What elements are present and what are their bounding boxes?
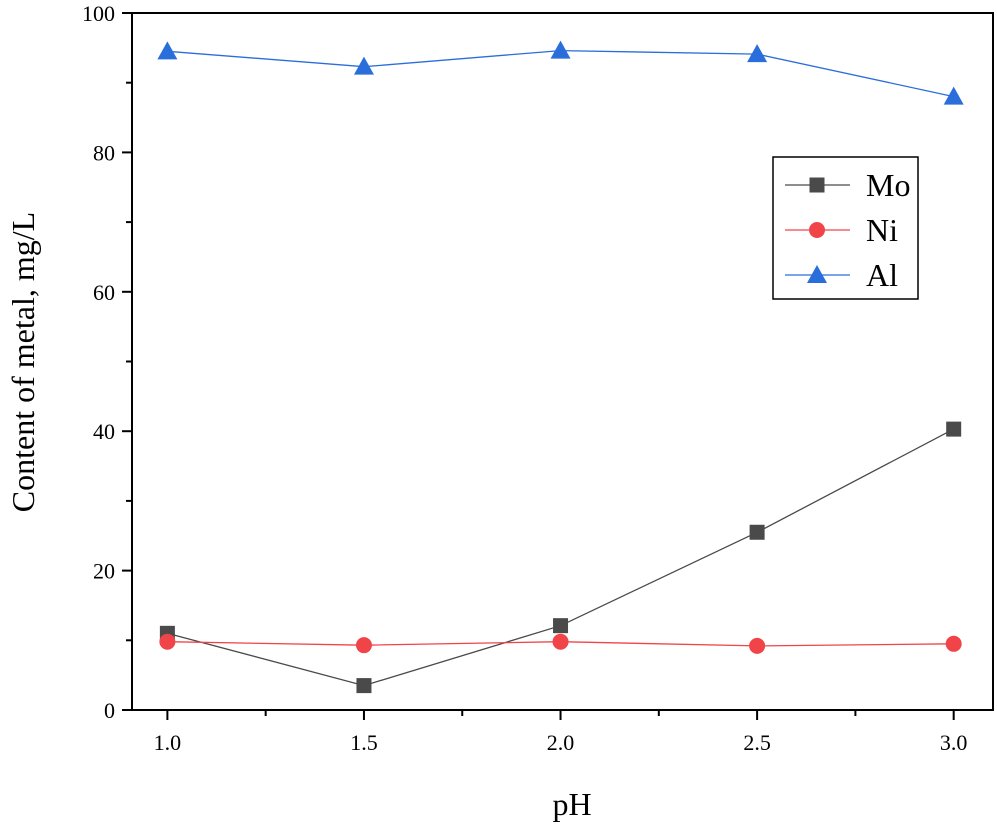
legend-marker-mo xyxy=(809,177,825,193)
x-tick-label-1: 1.5 xyxy=(350,730,378,755)
plot-border xyxy=(131,12,994,711)
point-mo-4 xyxy=(946,421,962,437)
point-mo-3 xyxy=(749,524,765,540)
point-ni-4 xyxy=(945,635,962,652)
point-ni-1 xyxy=(355,637,372,654)
point-al-3 xyxy=(747,44,768,63)
legend-label-al: Al xyxy=(866,257,898,293)
legend-label-ni: Ni xyxy=(866,212,898,248)
x-axis: 1.0 1.5 2.0 2.5 3.0 xyxy=(154,710,968,755)
legend-marker-ni xyxy=(809,222,825,238)
point-ni-0 xyxy=(159,633,176,650)
point-mo-1 xyxy=(356,678,372,694)
x-tick-label-4: 3.0 xyxy=(940,730,968,755)
series-mo xyxy=(159,421,962,694)
x-tick-label-2: 2.0 xyxy=(547,730,575,755)
y-tick-label-5: 100 xyxy=(82,1,115,26)
plot-frame xyxy=(131,12,994,711)
point-ni-2 xyxy=(552,633,569,650)
x-axis-title: pH xyxy=(552,786,591,822)
point-al-0 xyxy=(157,41,178,60)
point-ni-3 xyxy=(749,637,766,654)
x-tick-label-0: 1.0 xyxy=(154,730,182,755)
y-tick-label-4: 80 xyxy=(93,140,115,165)
series-al xyxy=(157,40,964,105)
point-mo-2 xyxy=(553,618,569,634)
point-al-2 xyxy=(550,40,571,59)
legend-label-mo: Mo xyxy=(866,167,910,203)
point-al-1 xyxy=(353,56,374,75)
y-tick-label-2: 40 xyxy=(93,419,115,444)
legend: Mo Ni Al xyxy=(772,156,919,300)
point-al-4 xyxy=(943,86,964,105)
y-axis-title: Content of metal, mg/L xyxy=(5,212,41,512)
series-layer xyxy=(157,40,964,694)
y-tick-label-0: 0 xyxy=(104,698,115,723)
y-axis: 0 20 40 60 80 100 xyxy=(82,1,132,723)
x-tick-label-3: 2.5 xyxy=(743,730,771,755)
y-tick-label-3: 60 xyxy=(93,280,115,305)
series-ni xyxy=(159,633,962,654)
legend-marker-al xyxy=(807,265,827,283)
y-tick-label-1: 20 xyxy=(93,559,115,584)
